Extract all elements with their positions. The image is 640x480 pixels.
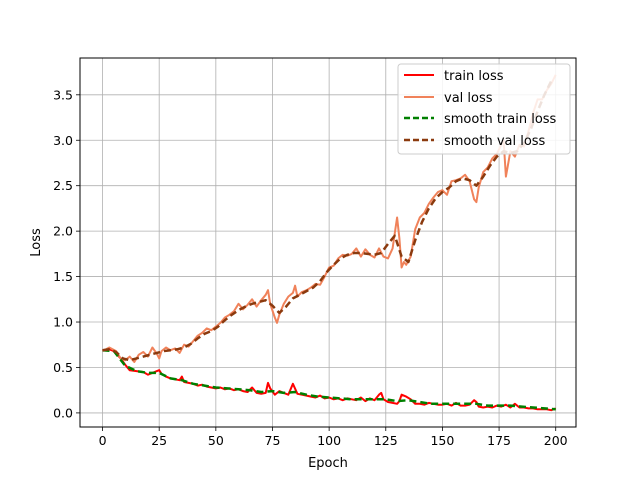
y-tick-label: 2.0 [53, 224, 73, 239]
y-tick-label: 3.0 [53, 133, 73, 148]
legend-label-val-loss: val loss [444, 91, 493, 106]
x-tick-label: 75 [265, 433, 281, 448]
legend-label-smooth-train-loss: smooth train loss [444, 112, 557, 127]
legend-label-train-loss: train loss [444, 69, 504, 84]
y-tick-label: 2.5 [53, 178, 73, 193]
x-tick-label: 50 [208, 433, 224, 448]
y-axis-label: Loss [29, 228, 44, 257]
y-tick-label: 0.0 [53, 405, 73, 420]
x-tick-label: 100 [317, 433, 341, 448]
x-tick-label: 25 [151, 433, 167, 448]
x-tick-label: 175 [487, 433, 511, 448]
legend-label-smooth-val-loss: smooth val loss [444, 134, 546, 149]
x-tick-label: 200 [544, 433, 568, 448]
legend: train loss val loss smooth train loss sm… [398, 64, 570, 154]
y-tick-label: 1.0 [53, 315, 73, 330]
x-tick-label: 150 [430, 433, 454, 448]
y-tick-label: 3.5 [53, 87, 73, 102]
y-tick-label: 1.5 [53, 269, 73, 284]
x-tick-label: 0 [99, 433, 107, 448]
x-tick-label: 125 [374, 433, 398, 448]
y-tick-label: 0.5 [53, 360, 73, 375]
x-axis-label: Epoch [308, 456, 348, 471]
